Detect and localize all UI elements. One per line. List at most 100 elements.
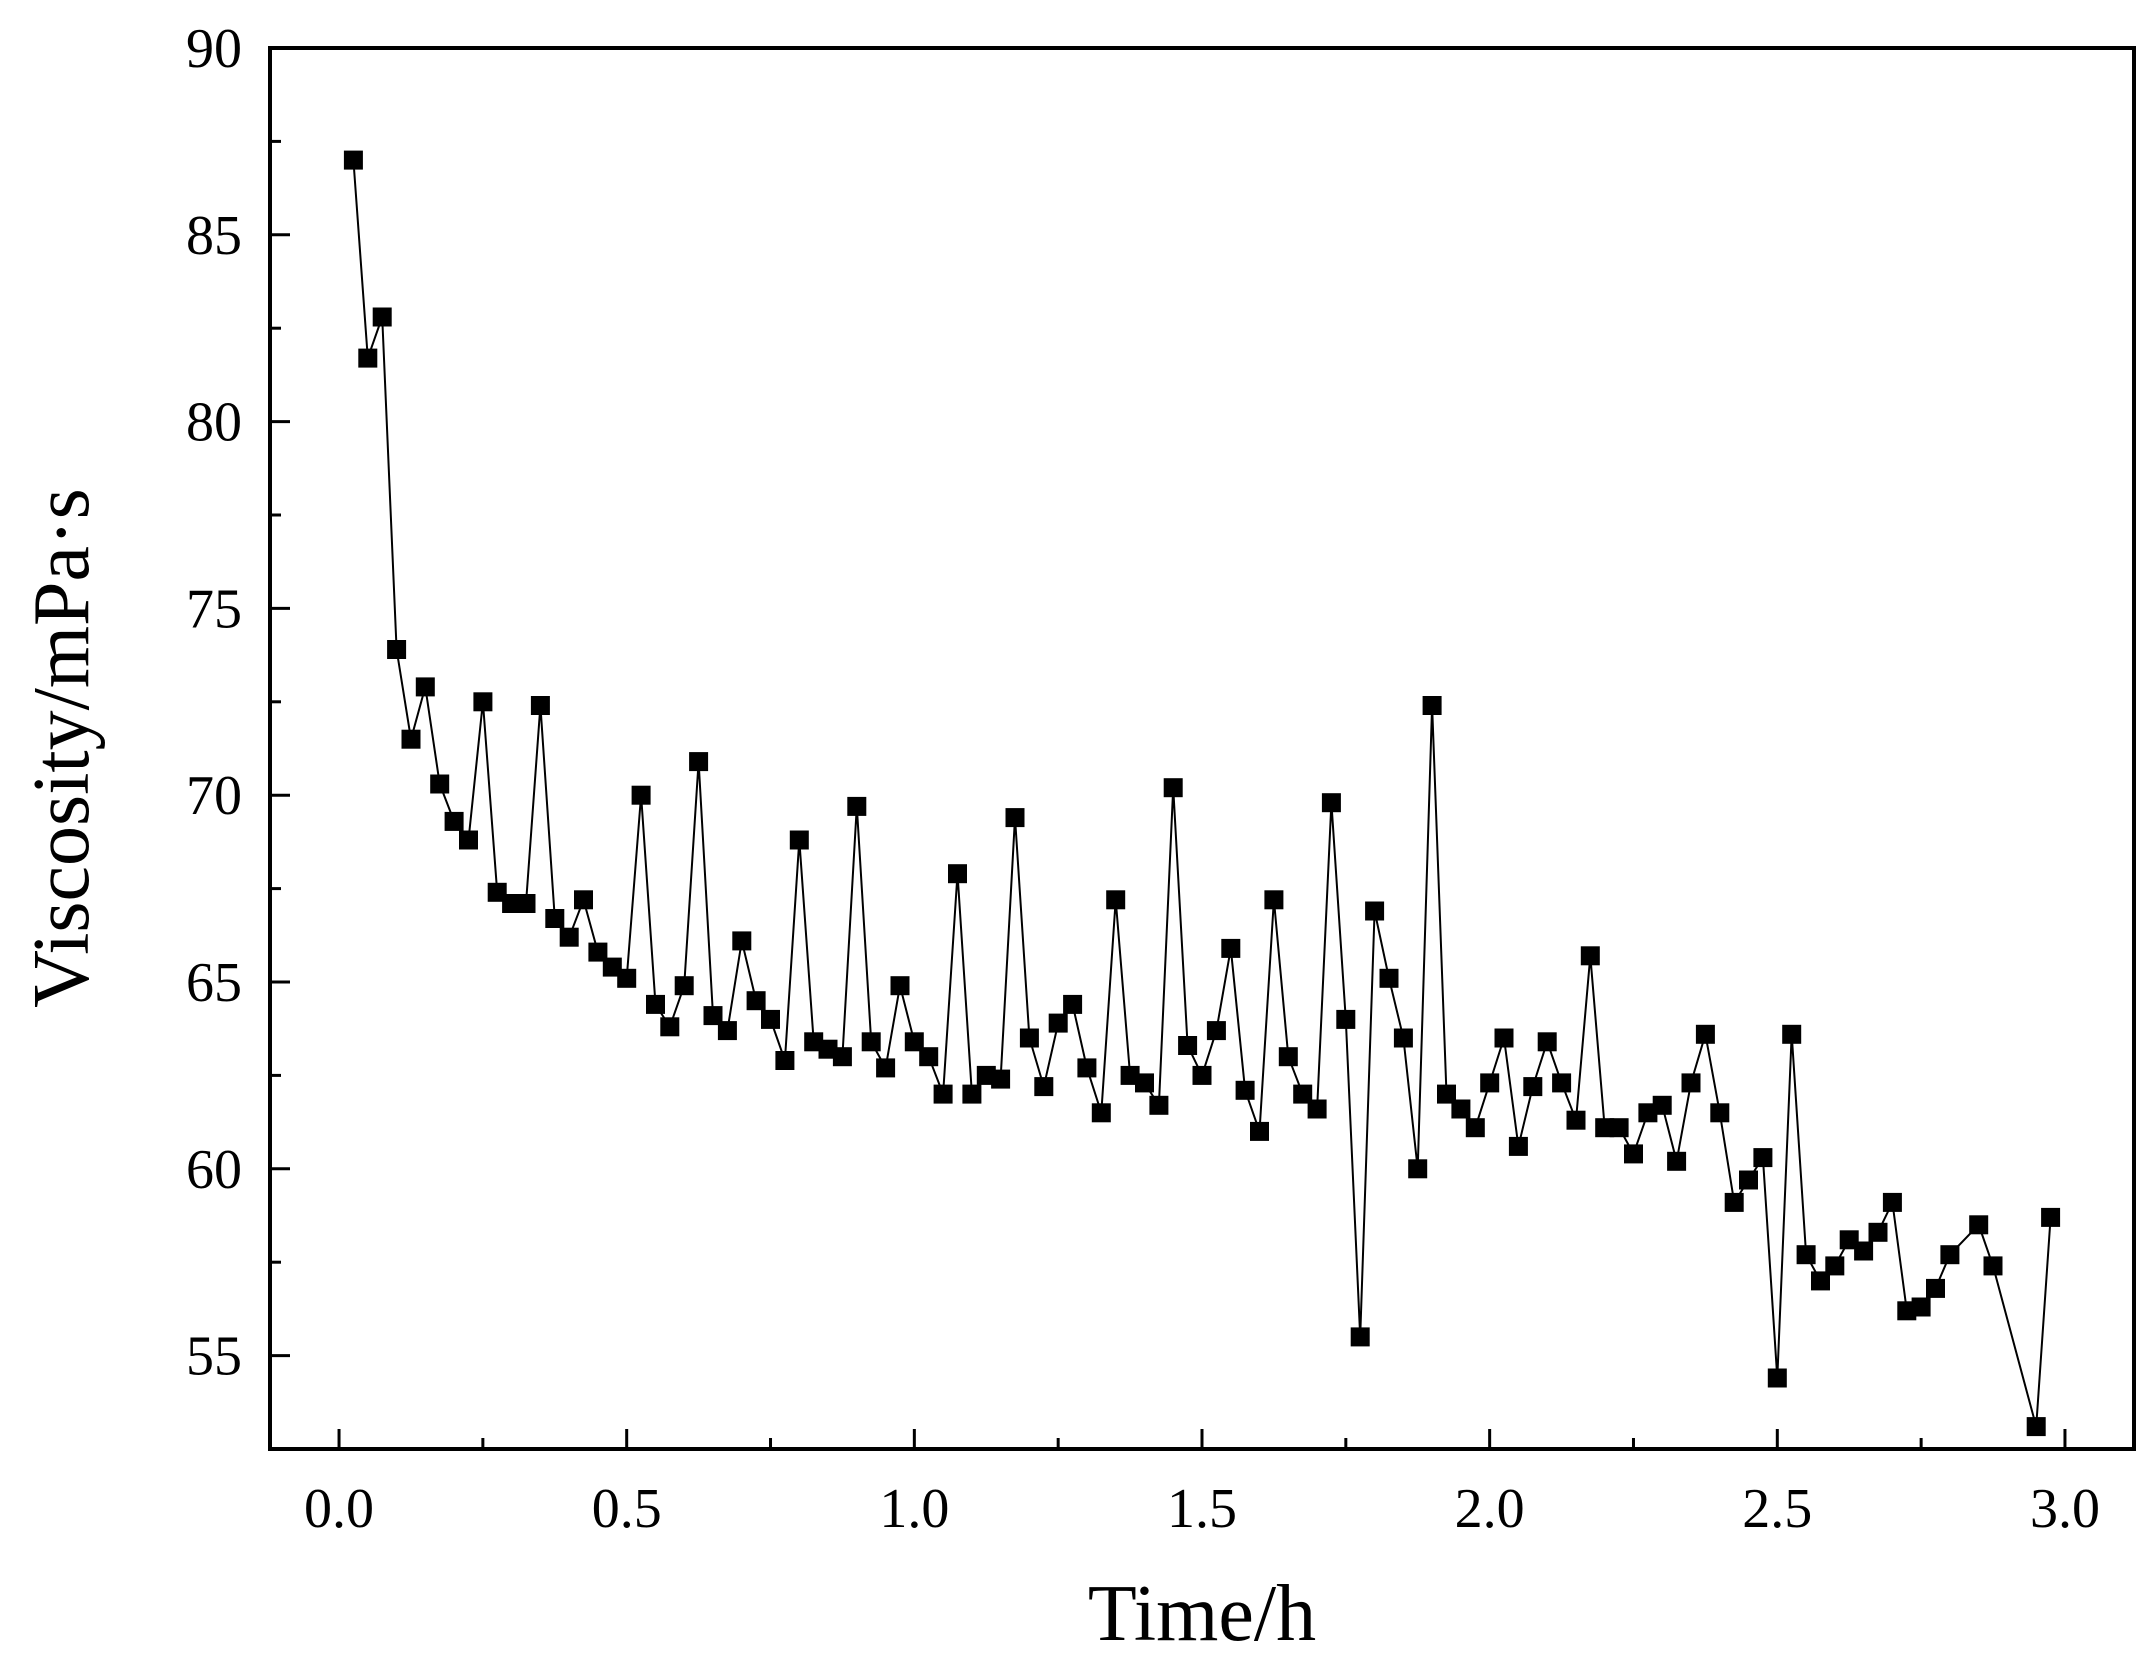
data-point (1652, 1095, 1672, 1115)
data-point (430, 774, 450, 794)
data-point (1077, 1058, 1097, 1078)
data-point (1336, 1009, 1356, 1029)
data-point (789, 830, 809, 850)
data-point (358, 348, 378, 368)
data-point (1580, 946, 1600, 966)
data-point (1811, 1271, 1830, 1291)
data-point (703, 1006, 723, 1026)
data-point (372, 307, 392, 327)
data-point (832, 1047, 852, 1067)
data-point (746, 991, 766, 1011)
data-point (1839, 1230, 1859, 1250)
data-point (459, 830, 478, 850)
data-point (732, 931, 752, 951)
data-point (1739, 1170, 1758, 1190)
data-point (689, 752, 709, 772)
data-point (1437, 1084, 1456, 1104)
data-point (1897, 1301, 1917, 1321)
data-point (1149, 1095, 1169, 1115)
data-point (1365, 901, 1385, 921)
data-point (1969, 1215, 1989, 1235)
data-point (387, 640, 407, 659)
y-axis-title: Viscosity/mPa·s (18, 488, 106, 1008)
x-tick-label: 3.0 (2030, 1478, 2100, 1540)
data-point (1508, 1136, 1528, 1156)
data-point (1063, 994, 1083, 1014)
data-point (1321, 793, 1341, 813)
data-point (1178, 1036, 1198, 1055)
data-point (1868, 1222, 1888, 1242)
data-point (588, 942, 608, 962)
y-tick-label: 60 (186, 1139, 242, 1201)
data-point (991, 1069, 1011, 1089)
data-point (1091, 1103, 1111, 1123)
axis-ticks (270, 46, 2067, 1451)
data-point (1724, 1192, 1744, 1212)
data-point (1005, 808, 1025, 828)
data-point (660, 1017, 680, 1037)
data-point (1278, 1047, 1298, 1067)
data-point (818, 1039, 838, 1059)
data-point (717, 1021, 737, 1041)
data-point (1451, 1099, 1471, 1119)
data-point (1422, 696, 1442, 715)
data-point (1293, 1084, 1313, 1104)
data-point (1710, 1103, 1730, 1123)
data-point (933, 1084, 953, 1104)
data-point (487, 882, 507, 902)
y-tick-label: 65 (186, 952, 242, 1014)
data-point (1566, 1110, 1586, 1130)
data-point (1206, 1021, 1226, 1041)
data-point (1595, 1118, 1615, 1138)
data-point (631, 785, 651, 805)
data-point (1695, 1024, 1715, 1044)
data-point (1034, 1077, 1054, 1097)
data-point (1135, 1073, 1154, 1093)
data-point (1408, 1159, 1428, 1179)
data-point (545, 909, 565, 928)
data-point (976, 1065, 996, 1085)
data-point (1882, 1192, 1902, 1212)
data-point (1048, 1013, 1068, 1033)
data-point (2041, 1207, 2061, 1227)
data-point (1192, 1065, 1212, 1085)
data-point (1235, 1080, 1255, 1100)
data-point (574, 890, 593, 910)
data-point (775, 1051, 795, 1070)
data-point (2026, 1417, 2046, 1437)
series-line (352, 160, 2052, 1427)
data-point (343, 150, 363, 170)
data-point (1019, 1028, 1039, 1048)
data-point (646, 994, 665, 1014)
data-point (890, 976, 910, 996)
data-point (761, 1009, 780, 1029)
data-point (847, 796, 867, 816)
data-point (674, 976, 694, 996)
y-tick-label: 70 (186, 765, 242, 827)
x-axis-title: Time/h (1088, 1570, 1316, 1658)
data-point (516, 894, 536, 913)
data-point (1552, 1073, 1572, 1093)
data-point (1350, 1327, 1370, 1347)
data-markers (343, 150, 2061, 1437)
data-point (1264, 890, 1284, 910)
data-point (1624, 1144, 1643, 1164)
data-point (948, 864, 967, 884)
data-point (1782, 1024, 1802, 1044)
data-point (1767, 1368, 1787, 1388)
data-point (1667, 1151, 1687, 1171)
x-tick-label: 1.5 (1167, 1478, 1237, 1540)
data-point (1940, 1245, 1960, 1265)
y-tick-label: 55 (186, 1326, 242, 1388)
data-point (919, 1047, 939, 1067)
x-tick-label: 2.5 (1742, 1478, 1812, 1540)
data-point (1983, 1256, 2003, 1276)
data-point (401, 729, 421, 749)
data-point (1106, 890, 1126, 910)
y-tick-label: 85 (186, 205, 242, 267)
data-point (804, 1032, 824, 1052)
data-point (1163, 778, 1183, 798)
data-point (904, 1032, 924, 1052)
data-point (559, 927, 579, 947)
data-point (617, 968, 637, 988)
